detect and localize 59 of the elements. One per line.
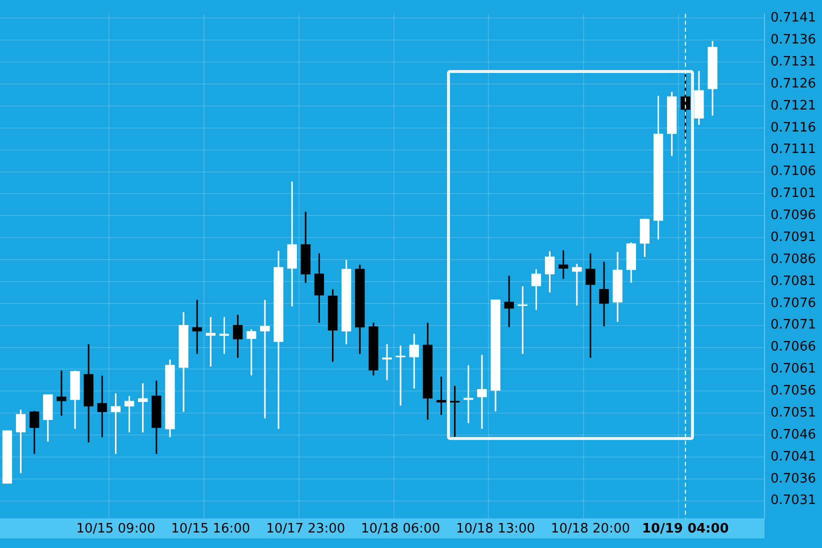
candlestick <box>97 375 107 438</box>
y-tick-label: 0.7136 <box>770 32 816 48</box>
y-tick-label: 0.7036 <box>770 471 816 486</box>
candlestick <box>504 275 514 328</box>
y-tick-label: 0.7081 <box>770 274 816 289</box>
y-tick-label: 0.7096 <box>770 208 816 224</box>
x-tick-label: 10/19 04:00 <box>642 522 729 537</box>
candlestick <box>518 286 528 355</box>
candlestick <box>56 370 66 416</box>
y-tick-label: 0.7091 <box>770 230 816 245</box>
x-tick-label: 10/18 06:00 <box>361 522 440 537</box>
y-tick-label: 0.7076 <box>770 296 816 311</box>
candlestick <box>382 343 392 381</box>
y-tick-label: 0.7121 <box>770 98 816 114</box>
candlestick <box>586 252 596 359</box>
candlestick <box>314 252 324 324</box>
candlestick <box>246 328 256 376</box>
y-tick-label: 0.7031 <box>770 493 816 508</box>
candlestick <box>110 392 121 455</box>
y-tick-label: 0.7116 <box>770 120 816 136</box>
candlestick <box>531 268 542 311</box>
candlestick <box>436 376 446 416</box>
candlestick <box>206 316 216 368</box>
candlestick <box>477 354 487 430</box>
x-tick-label: 10/15 09:00 <box>76 522 156 537</box>
candlestick <box>396 344 406 406</box>
candlestick <box>138 382 148 434</box>
y-tick-label: 0.7141 <box>770 10 816 26</box>
candlestick <box>16 408 26 474</box>
y-tick-label: 0.7101 <box>770 186 816 202</box>
candlestick <box>124 395 134 434</box>
candlestick <box>219 316 230 355</box>
candlestick <box>232 314 243 359</box>
y-tick-label: 0.7066 <box>770 340 816 355</box>
y-tick-label: 0.7106 <box>770 164 816 180</box>
y-tick-label: 0.7071 <box>770 318 816 333</box>
candlestick <box>260 299 270 420</box>
y-tick-label: 0.7051 <box>770 405 816 420</box>
y-tick-label: 0.7056 <box>770 384 816 399</box>
candlestick <box>572 263 582 306</box>
y-tick-label: 0.7111 <box>770 142 816 158</box>
y-tick-label: 0.7086 <box>770 252 816 267</box>
candlestick <box>450 385 460 438</box>
candlestick <box>464 364 474 424</box>
x-tick-label: 10/15 16:00 <box>171 522 250 537</box>
x-tick-label: 10/18 13:00 <box>456 522 536 537</box>
y-tick-label: 0.7061 <box>770 362 816 377</box>
y-tick-label: 0.7046 <box>770 427 816 442</box>
candlestick <box>599 260 609 327</box>
y-tick-label: 0.7126 <box>770 76 816 92</box>
y-tick-label: 0.7041 <box>770 449 816 464</box>
x-tick-label: 10/17 23:00 <box>266 522 346 537</box>
candlestick <box>192 299 202 355</box>
candlestick <box>409 332 419 390</box>
x-tick-label: 10/18 20:00 <box>550 522 630 537</box>
candlestick <box>558 250 568 280</box>
y-tick-label: 0.7131 <box>770 54 816 70</box>
candlestick <box>544 250 555 294</box>
candlestick <box>30 410 40 455</box>
